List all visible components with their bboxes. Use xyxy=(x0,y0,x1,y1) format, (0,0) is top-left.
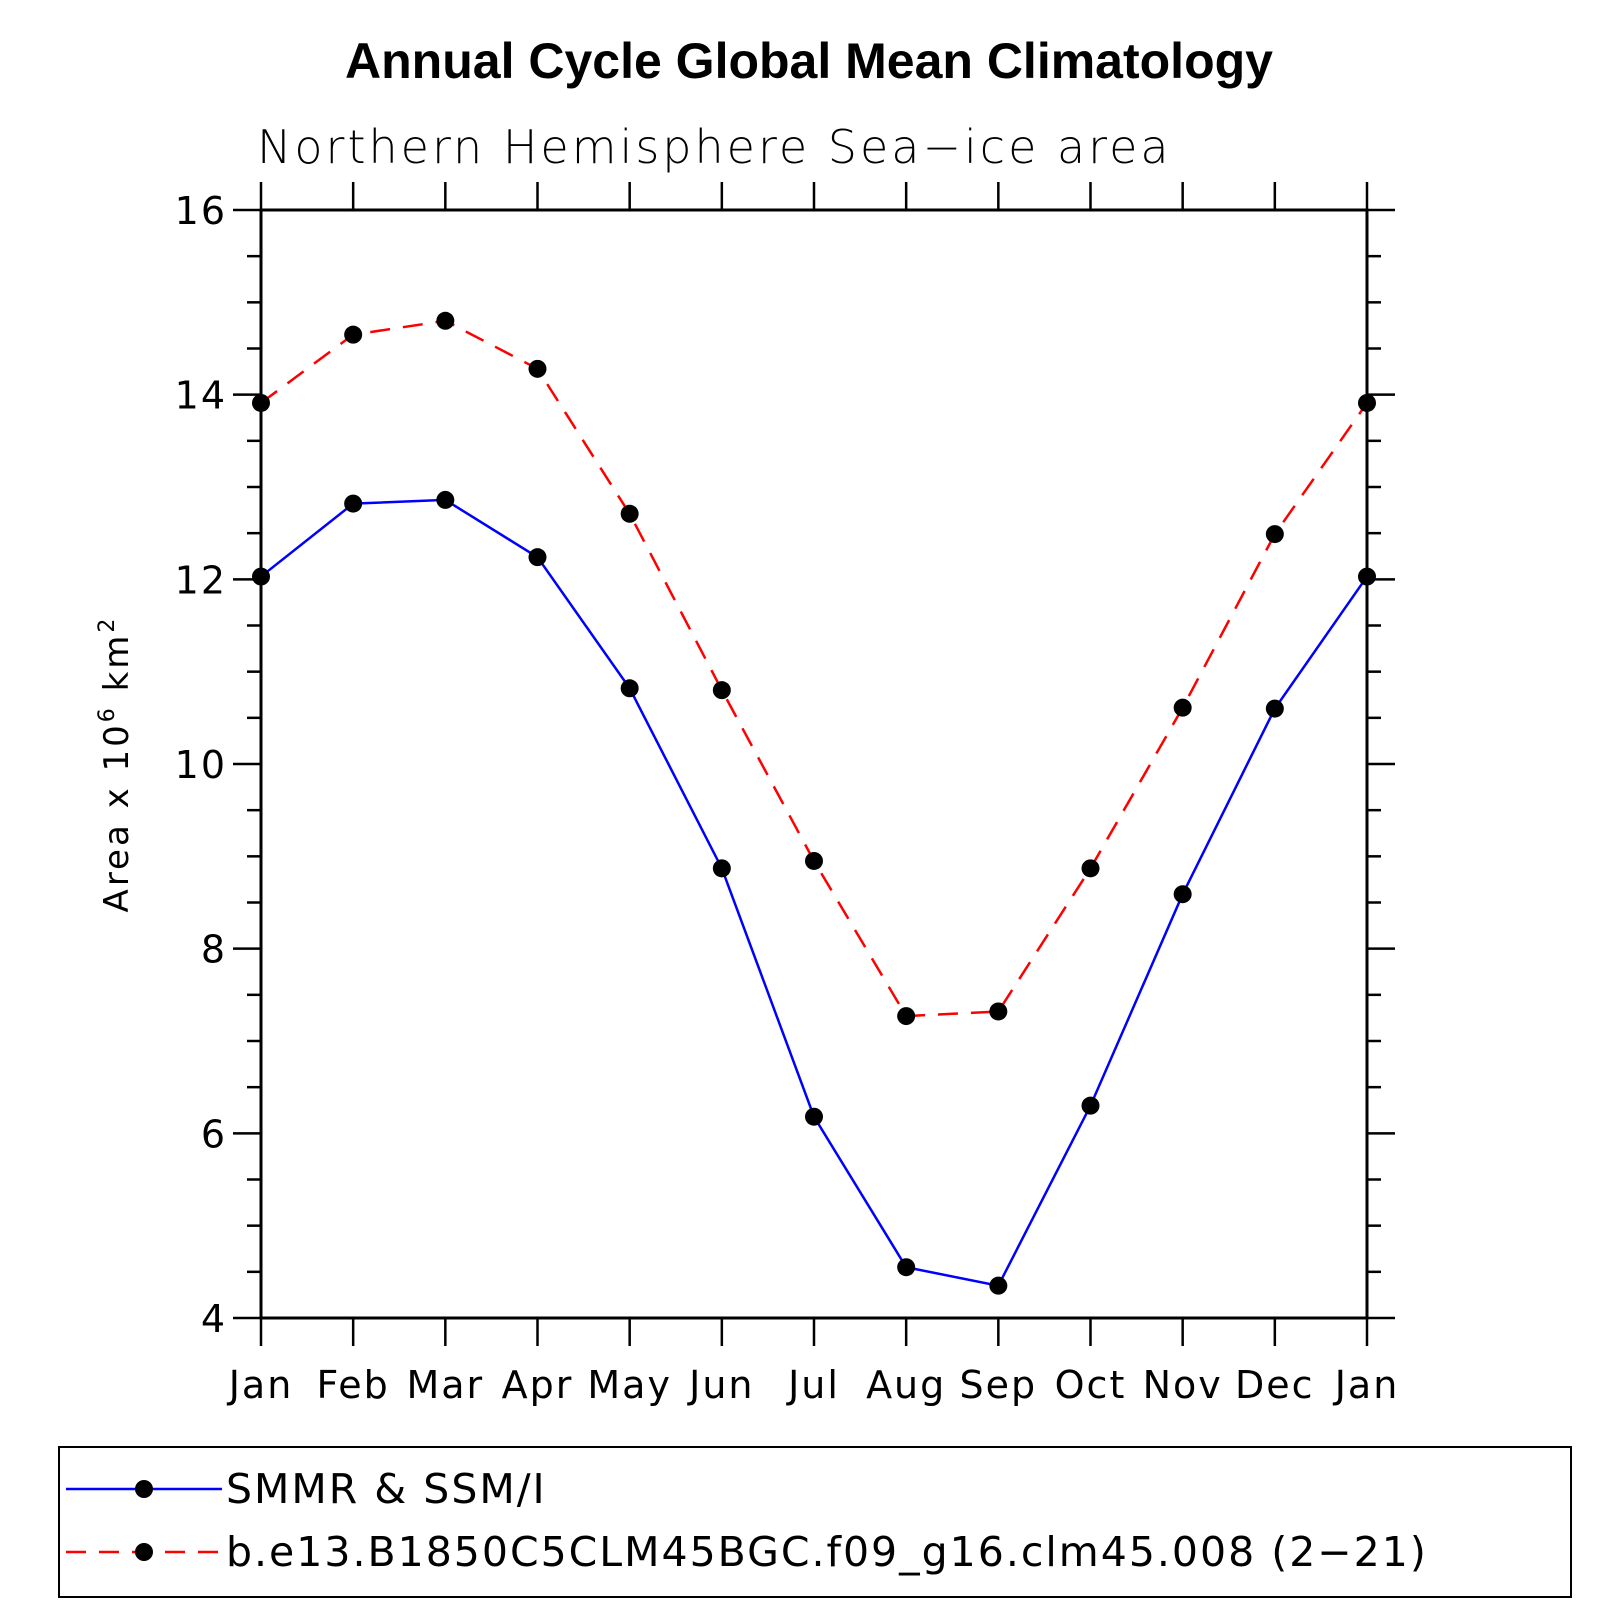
data-point-series-1 xyxy=(620,504,639,523)
series-layer xyxy=(252,311,1376,1295)
y-axis-label-unit-exp: 2 xyxy=(95,616,120,633)
legend-label-model: b.e13.B1850C5CLM45BGC.f09_g16.clm45.008 … xyxy=(226,1528,1428,1576)
x-tick-label: Jul xyxy=(786,1363,840,1407)
axis-ticks xyxy=(233,182,1395,1346)
x-tick-label: Jun xyxy=(687,1363,754,1407)
x-tick-label: Nov xyxy=(1143,1363,1223,1407)
plot-area: 4 6 8 10 12 14 16 Jan Feb Mar Apr May Jun Jul Aug Sep O… xyxy=(175,182,1400,1407)
data-point-series-1 xyxy=(989,1002,1008,1021)
y-tick-label: 14 xyxy=(175,374,227,418)
data-point-series-1 xyxy=(344,325,363,344)
y-tick-label: 12 xyxy=(175,558,227,602)
data-point-series-0 xyxy=(989,1276,1008,1295)
data-point-series-0 xyxy=(1265,699,1284,718)
legend-marker-model xyxy=(135,1543,153,1561)
data-point-series-1 xyxy=(805,851,823,870)
data-point-series-1 xyxy=(528,359,547,378)
data-point-series-1 xyxy=(1173,698,1192,717)
chart-subtitle: Northern Hemisphere Sea−ice area xyxy=(257,120,1172,174)
x-tick-label: Mar xyxy=(406,1363,484,1407)
y-tick-labels: 4 6 8 10 12 14 16 xyxy=(175,189,227,1341)
x-tick-label: Sep xyxy=(960,1363,1038,1407)
data-point-series-0 xyxy=(805,1107,823,1126)
data-point-series-0 xyxy=(712,859,731,878)
data-point-series-0 xyxy=(344,494,363,513)
y-axis-label-text: Area x 10 xyxy=(97,722,137,912)
y-axis-label: Area x 106 km2 xyxy=(95,616,137,913)
plot-frame xyxy=(259,208,1369,1320)
chart-title: Annual Cycle Global Mean Climatology xyxy=(345,33,1273,89)
x-tick-label: Jan xyxy=(1333,1363,1400,1407)
x-tick-labels: Jan Feb Mar Apr May Jun Jul Aug Sep Oct Nov Dec Jan xyxy=(227,1363,1400,1407)
series-line-0 xyxy=(260,498,1369,1288)
data-point-series-0 xyxy=(620,679,639,698)
x-tick-label: Apr xyxy=(502,1363,574,1407)
legend-box xyxy=(58,1446,1572,1598)
data-point-series-1 xyxy=(712,681,731,700)
y-axis-label-unit: km xyxy=(97,633,137,706)
series-line-1 xyxy=(260,319,1369,1018)
data-point-series-0 xyxy=(897,1258,916,1277)
data-point-series-0 xyxy=(1173,885,1192,904)
x-tick-label: Dec xyxy=(1235,1363,1315,1407)
data-point-series-0 xyxy=(1081,1096,1100,1115)
x-tick-label: Aug xyxy=(866,1363,946,1407)
data-point-series-0 xyxy=(528,548,547,567)
x-tick-label: May xyxy=(587,1363,672,1407)
data-point-series-1 xyxy=(436,311,455,330)
legend: SMMR & SSM/I b.e13.B1850C5CLM45BGC.f09_g… xyxy=(58,1446,1572,1598)
y-tick-label: 6 xyxy=(201,1112,227,1156)
data-point-series-0 xyxy=(436,490,455,509)
y-tick-label: 10 xyxy=(175,743,227,787)
x-tick-label: Feb xyxy=(317,1363,390,1407)
y-tick-label: 4 xyxy=(201,1297,227,1341)
data-point-series-1 xyxy=(897,1007,916,1026)
y-axis-label-exp: 6 xyxy=(95,705,120,722)
y-tick-label: 8 xyxy=(201,928,227,972)
y-tick-label: 16 xyxy=(175,189,227,233)
x-tick-label: Oct xyxy=(1055,1363,1127,1407)
legend-label-smmr: SMMR & SSM/I xyxy=(226,1465,547,1513)
legend-marker-smmr xyxy=(135,1480,153,1498)
data-point-series-1 xyxy=(1081,859,1100,878)
x-tick-label: Jan xyxy=(227,1363,294,1407)
data-point-series-1 xyxy=(1265,525,1284,544)
